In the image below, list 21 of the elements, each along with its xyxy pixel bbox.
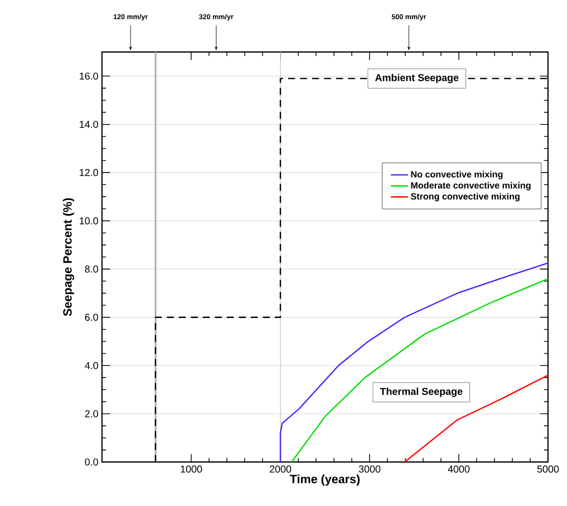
x-tick-label: 2000 <box>270 466 292 473</box>
y-tick-label: 0.0 <box>84 458 98 466</box>
x-tick-label: 3000 <box>358 466 380 473</box>
legend-label: No convective mixing <box>411 170 502 180</box>
legend-label: Moderate convective mixing <box>411 182 530 190</box>
x-tick-label: 4000 <box>448 466 470 473</box>
annotation: Thermal Seepage <box>380 388 462 397</box>
y-tick-label: 2.0 <box>85 410 98 418</box>
legend-label: Strong convective mixing <box>410 192 520 202</box>
y-tick-label: 14.0 <box>80 120 98 128</box>
y-tick-label: 6.0 <box>85 314 98 321</box>
y-tick-label: 12.0 <box>80 169 98 176</box>
y-tick-label: 10.0 <box>80 217 98 224</box>
x-tick-label: 1000 <box>180 466 202 473</box>
y-axis-title: Seepage Percent (%) <box>62 198 74 316</box>
y-tick-label: 16.0 <box>80 72 98 80</box>
y-tick-label: 8.0 <box>85 266 98 273</box>
annotation: Ambient Seepage <box>375 74 458 84</box>
y-tick-label: 4.0 <box>84 362 98 370</box>
x-tick-label: 5000 <box>537 466 559 473</box>
x-axis-title: Time (years) <box>290 474 360 486</box>
